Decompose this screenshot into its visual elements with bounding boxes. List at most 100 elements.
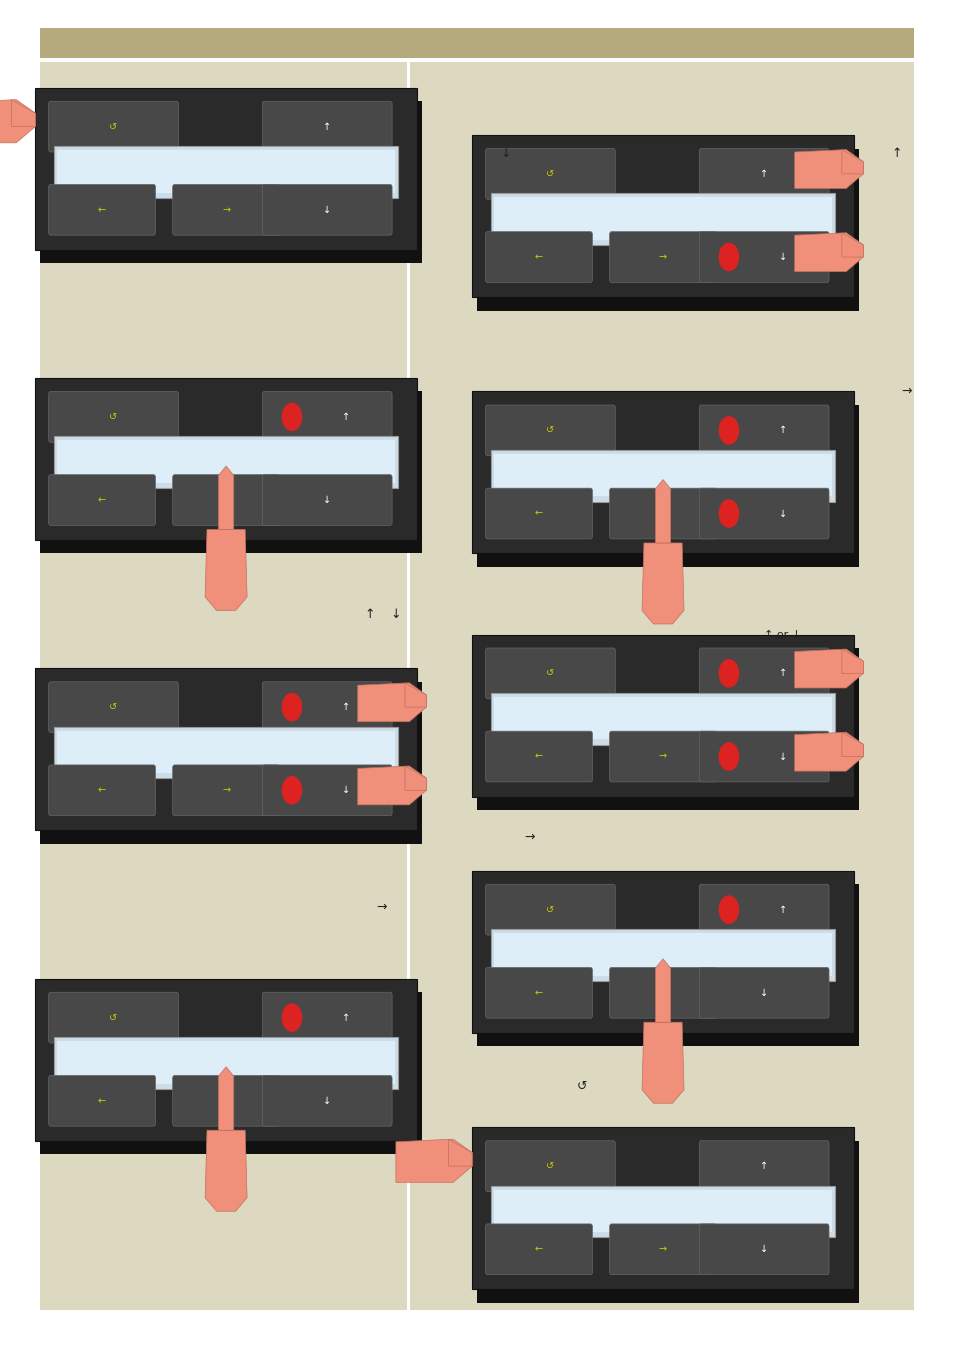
Text: ↺: ↺ [546, 169, 554, 180]
FancyBboxPatch shape [476, 648, 858, 810]
Circle shape [282, 694, 301, 721]
Polygon shape [794, 732, 862, 771]
FancyBboxPatch shape [476, 148, 858, 310]
FancyBboxPatch shape [40, 28, 913, 58]
Circle shape [282, 776, 301, 803]
FancyBboxPatch shape [494, 1189, 831, 1233]
Text: ↓: ↓ [779, 509, 786, 518]
FancyBboxPatch shape [485, 648, 615, 699]
FancyBboxPatch shape [35, 378, 416, 540]
Text: ←: ← [535, 988, 542, 998]
FancyBboxPatch shape [699, 148, 828, 200]
FancyBboxPatch shape [476, 884, 858, 1046]
Text: →: → [222, 786, 230, 795]
FancyBboxPatch shape [35, 668, 416, 830]
Polygon shape [841, 232, 862, 256]
FancyBboxPatch shape [57, 1041, 395, 1084]
Text: →: → [659, 988, 666, 998]
Polygon shape [448, 1139, 472, 1166]
Polygon shape [404, 765, 426, 790]
Text: ↺: ↺ [546, 425, 554, 436]
FancyBboxPatch shape [491, 929, 834, 981]
FancyBboxPatch shape [472, 1127, 853, 1289]
Text: ↑: ↑ [779, 425, 786, 436]
FancyBboxPatch shape [491, 693, 834, 745]
Text: ↑: ↑ [779, 668, 786, 679]
Text: ↓: ↓ [779, 752, 786, 761]
Polygon shape [218, 1066, 233, 1130]
FancyBboxPatch shape [262, 101, 392, 153]
FancyBboxPatch shape [699, 489, 828, 539]
Polygon shape [794, 649, 862, 688]
Text: →: → [659, 752, 666, 761]
Polygon shape [641, 1022, 683, 1103]
FancyBboxPatch shape [49, 101, 178, 153]
FancyBboxPatch shape [35, 979, 416, 1141]
Text: ←: ← [98, 495, 106, 505]
FancyBboxPatch shape [699, 232, 828, 282]
Text: ↺: ↺ [546, 668, 554, 679]
FancyBboxPatch shape [49, 185, 155, 235]
FancyBboxPatch shape [262, 185, 392, 235]
FancyBboxPatch shape [491, 450, 834, 502]
Text: ↑: ↑ [760, 169, 767, 180]
Text: →: → [222, 1096, 230, 1106]
Text: ↺: ↺ [546, 1161, 554, 1172]
FancyBboxPatch shape [476, 405, 858, 567]
Text: →: → [659, 1245, 666, 1254]
FancyBboxPatch shape [609, 968, 716, 1018]
FancyBboxPatch shape [491, 193, 834, 246]
FancyBboxPatch shape [262, 682, 392, 733]
FancyBboxPatch shape [485, 884, 615, 936]
Polygon shape [655, 958, 670, 1022]
Text: ↓: ↓ [390, 608, 401, 621]
Text: ↺: ↺ [110, 122, 117, 132]
FancyBboxPatch shape [40, 392, 421, 554]
FancyBboxPatch shape [49, 682, 178, 733]
FancyBboxPatch shape [485, 732, 592, 782]
FancyBboxPatch shape [494, 697, 831, 740]
FancyBboxPatch shape [40, 682, 421, 844]
FancyBboxPatch shape [172, 1076, 279, 1126]
Text: ↺: ↺ [576, 1080, 587, 1094]
Text: ←: ← [535, 752, 542, 761]
Polygon shape [841, 732, 862, 756]
Polygon shape [11, 100, 35, 127]
Text: ←: ← [98, 1096, 106, 1106]
FancyBboxPatch shape [262, 1076, 392, 1126]
FancyBboxPatch shape [35, 88, 416, 250]
Text: →: → [375, 900, 387, 914]
Text: ↑: ↑ [342, 1012, 350, 1023]
FancyBboxPatch shape [49, 392, 178, 443]
FancyBboxPatch shape [699, 1224, 828, 1274]
FancyBboxPatch shape [485, 1224, 592, 1274]
Polygon shape [395, 1139, 472, 1183]
Polygon shape [794, 150, 862, 189]
FancyBboxPatch shape [262, 765, 392, 815]
FancyBboxPatch shape [699, 1141, 828, 1192]
FancyBboxPatch shape [699, 968, 828, 1018]
FancyBboxPatch shape [262, 992, 392, 1044]
Polygon shape [655, 479, 670, 543]
FancyBboxPatch shape [172, 765, 279, 815]
Circle shape [719, 417, 738, 444]
Polygon shape [218, 466, 233, 529]
Text: ↑: ↑ [760, 1161, 767, 1172]
Polygon shape [205, 529, 247, 610]
FancyBboxPatch shape [609, 732, 716, 782]
FancyBboxPatch shape [49, 765, 155, 815]
Polygon shape [205, 1130, 247, 1211]
Text: ←: ← [535, 1245, 542, 1254]
FancyBboxPatch shape [485, 232, 592, 282]
Text: →: → [523, 830, 535, 844]
FancyBboxPatch shape [485, 968, 592, 1018]
Text: ←: ← [98, 786, 106, 795]
FancyBboxPatch shape [49, 475, 155, 525]
FancyBboxPatch shape [485, 489, 592, 539]
FancyBboxPatch shape [57, 150, 395, 193]
FancyBboxPatch shape [494, 197, 831, 240]
Text: ↓: ↓ [323, 495, 331, 505]
FancyBboxPatch shape [472, 392, 853, 554]
Text: ↓: ↓ [499, 147, 511, 161]
Text: ↓: ↓ [323, 205, 331, 215]
